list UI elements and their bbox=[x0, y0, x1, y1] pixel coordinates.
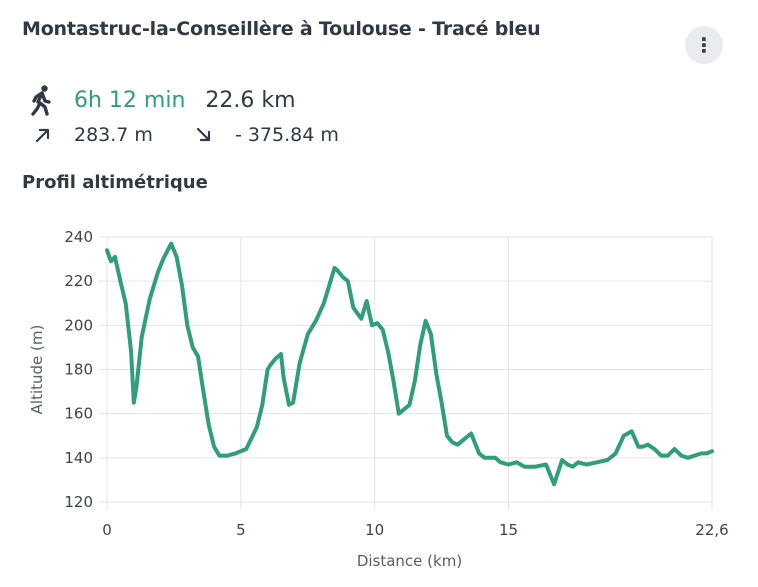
x-tick-label: 22,6 bbox=[695, 521, 728, 539]
arrow-down-right-icon bbox=[196, 127, 211, 142]
y-tick-label: 160 bbox=[64, 405, 93, 423]
chart-grid bbox=[99, 236, 713, 510]
y-tick-label: 200 bbox=[64, 316, 93, 334]
x-axis-title: Distance (km) bbox=[357, 552, 462, 570]
y-tick-label: 180 bbox=[64, 361, 93, 379]
x-tick-label: 0 bbox=[102, 521, 112, 539]
route-summary: 6h 12 min 22.6 km bbox=[28, 84, 296, 116]
x-tick-label: 5 bbox=[236, 521, 246, 539]
chart-tick-labels: 120 140 160 180 200 220 240 0 5 10 15 22,6 bbox=[64, 228, 728, 539]
y-tick-label: 120 bbox=[64, 493, 93, 511]
y-tick-label: 240 bbox=[64, 228, 93, 246]
more-vertical-icon: ⋮ bbox=[694, 33, 714, 57]
arrow-up-right-icon bbox=[35, 128, 50, 143]
elevation-series-line bbox=[105, 241, 714, 487]
elevation-summary: 283.7 m - 375.84 m bbox=[34, 122, 339, 148]
walking-person-icon bbox=[31, 85, 51, 116]
ascent-value: 283.7 m bbox=[74, 124, 153, 146]
descent-value: - 375.84 m bbox=[234, 124, 339, 146]
distance-value: 22.6 km bbox=[205, 87, 296, 113]
page-title: Montastruc-la-Conseillère à Toulouse - T… bbox=[22, 18, 541, 40]
y-tick-label: 220 bbox=[64, 272, 93, 290]
x-tick-label: 15 bbox=[499, 521, 518, 539]
more-options-button[interactable]: ⋮ bbox=[685, 26, 723, 64]
y-tick-label: 140 bbox=[64, 449, 93, 467]
x-tick-label: 10 bbox=[365, 521, 384, 539]
profile-section-title: Profil altimétrique bbox=[22, 172, 208, 193]
duration-value: 6h 12 min bbox=[74, 87, 186, 113]
y-axis-title: Altitude (m) bbox=[28, 325, 46, 415]
